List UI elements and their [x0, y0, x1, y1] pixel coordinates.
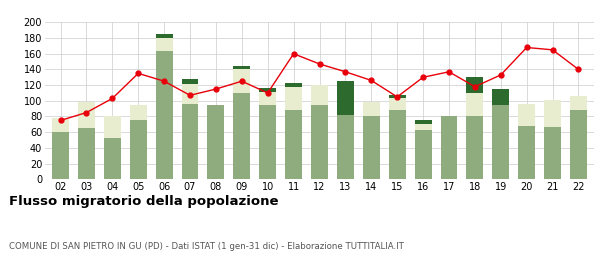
Bar — [466, 116, 483, 179]
Bar — [389, 95, 406, 99]
Bar — [156, 38, 173, 52]
Bar — [311, 85, 328, 105]
Bar — [337, 115, 354, 179]
Bar — [130, 120, 146, 179]
Bar — [544, 100, 561, 127]
Bar — [415, 130, 431, 179]
Bar — [259, 105, 276, 179]
Bar — [493, 89, 509, 105]
Bar — [544, 127, 561, 179]
Bar — [363, 116, 380, 179]
Bar — [182, 79, 199, 84]
Bar — [466, 77, 483, 93]
Bar — [518, 104, 535, 126]
Bar — [570, 96, 587, 110]
Bar — [285, 87, 302, 110]
Bar — [182, 104, 199, 179]
Bar — [78, 102, 95, 128]
Bar — [311, 105, 328, 179]
Bar — [285, 110, 302, 179]
Bar — [233, 93, 250, 179]
Bar — [52, 132, 69, 179]
Bar — [52, 118, 69, 132]
Bar — [259, 88, 276, 92]
Bar — [285, 83, 302, 87]
Bar — [233, 66, 250, 69]
Bar — [104, 116, 121, 138]
Bar — [130, 105, 146, 120]
Bar — [389, 110, 406, 179]
Bar — [156, 34, 173, 38]
Bar — [208, 105, 224, 179]
Bar — [233, 69, 250, 93]
Bar — [518, 126, 535, 179]
Bar — [440, 116, 457, 179]
Bar — [389, 99, 406, 110]
Bar — [104, 138, 121, 179]
Bar — [415, 124, 431, 130]
Bar — [570, 110, 587, 179]
Bar — [78, 128, 95, 179]
Bar — [493, 105, 509, 179]
Bar — [466, 93, 483, 116]
Bar — [337, 81, 354, 115]
Bar — [156, 52, 173, 179]
Bar — [182, 84, 199, 104]
Bar — [259, 92, 276, 105]
Bar — [415, 120, 431, 124]
Text: Flusso migratorio della popolazione: Flusso migratorio della popolazione — [9, 195, 278, 207]
Text: COMUNE DI SAN PIETRO IN GU (PD) - Dati ISTAT (1 gen-31 dic) - Elaborazione TUTTI: COMUNE DI SAN PIETRO IN GU (PD) - Dati I… — [9, 242, 404, 251]
Bar — [363, 102, 380, 116]
